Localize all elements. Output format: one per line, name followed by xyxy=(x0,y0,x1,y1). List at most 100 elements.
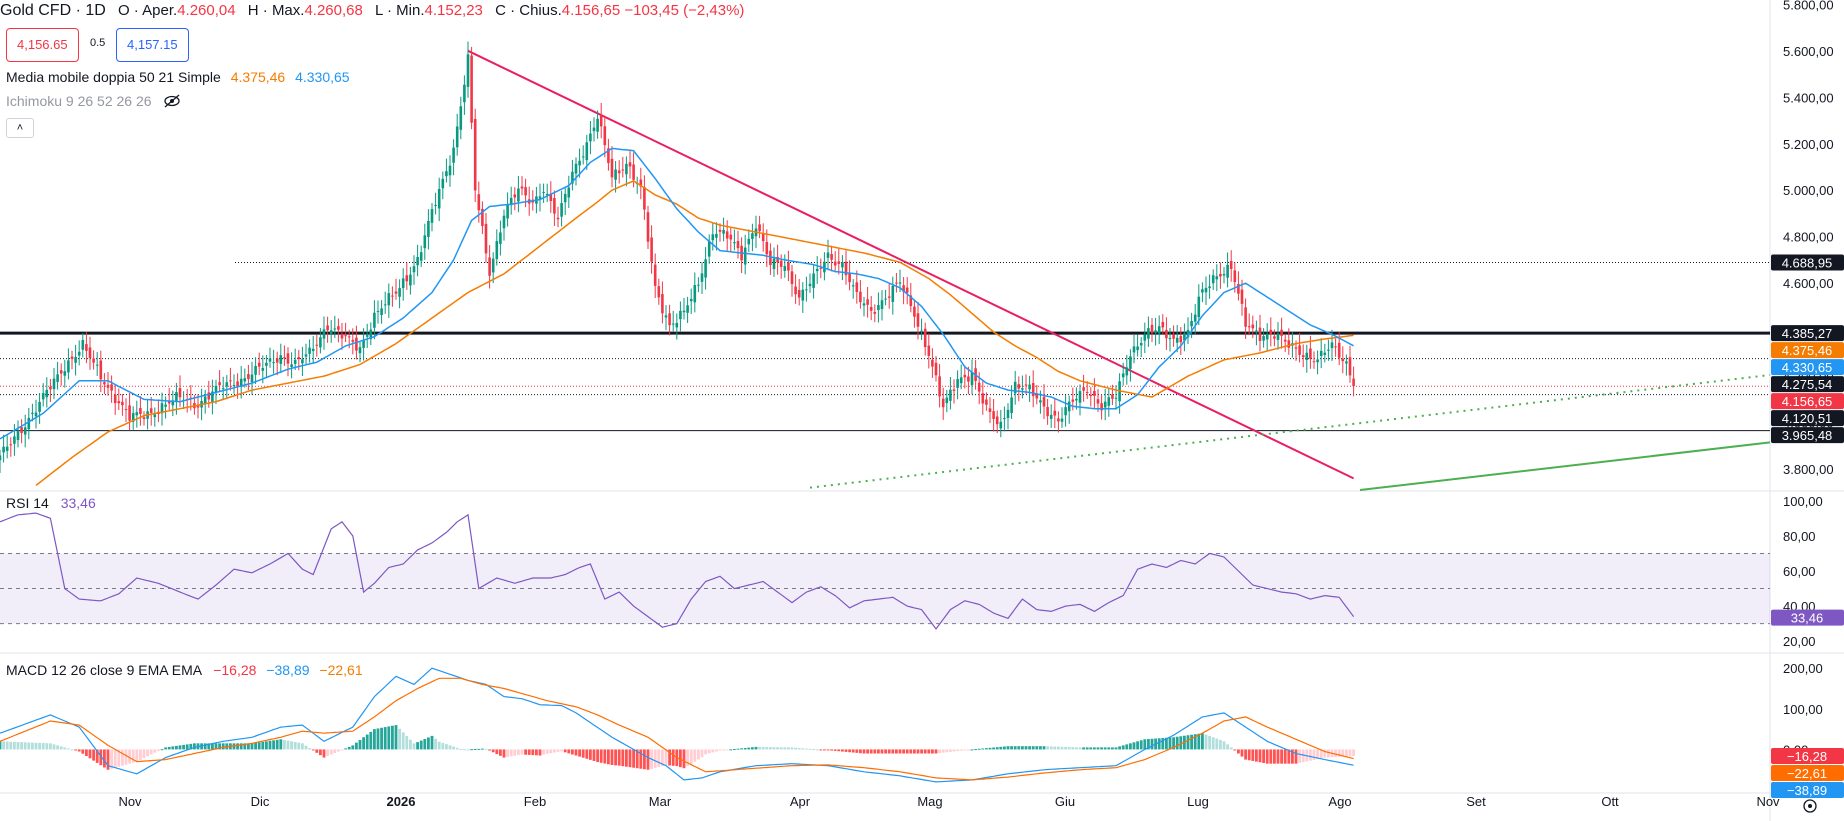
symbol-title[interactable]: Gold CFD · 1D xyxy=(0,2,106,19)
candle-body xyxy=(481,208,484,226)
price-axis-marker-label: 4.330,65 xyxy=(1782,360,1833,375)
candle xyxy=(394,278,398,300)
macd-histogram-bar xyxy=(805,748,808,750)
candle-body xyxy=(556,217,560,220)
macd-histogram-bar xyxy=(779,747,783,750)
collapse-legend-button[interactable]: ˄ xyxy=(6,118,34,138)
candle xyxy=(509,186,513,215)
macd-histogram-bar xyxy=(344,748,347,750)
candle xyxy=(581,145,585,165)
candle xyxy=(553,190,556,226)
macd-histogram-bar xyxy=(819,749,823,751)
candle xyxy=(434,192,437,215)
candle-body xyxy=(0,455,2,461)
candle-body xyxy=(117,401,121,404)
buy-button[interactable]: 4,157.15 xyxy=(116,28,189,62)
candle xyxy=(1175,324,1179,353)
macd-histogram-bar xyxy=(632,749,635,768)
macd-histogram-bar xyxy=(873,749,877,754)
candle-body xyxy=(1316,359,1319,363)
macd-histogram-bar xyxy=(1103,747,1107,750)
candle-body xyxy=(272,362,275,364)
macd-histogram-bar xyxy=(452,746,455,750)
rsi-legend[interactable]: RSI 14 33,46 xyxy=(6,495,96,511)
candle-body xyxy=(178,388,182,398)
ma-legend[interactable]: Media mobile doppia 50 21 Simple 4.375,4… xyxy=(6,69,350,85)
macd-histogram-bar xyxy=(149,749,153,755)
candle-body xyxy=(772,258,776,270)
candle xyxy=(941,387,945,420)
candle xyxy=(31,403,34,422)
candle-body xyxy=(632,164,635,180)
candle-body xyxy=(149,408,153,413)
candle xyxy=(506,192,509,227)
macd-histogram-bar xyxy=(567,749,571,754)
candle xyxy=(646,205,650,249)
candle xyxy=(1244,298,1247,340)
candle xyxy=(1247,313,1251,336)
candle xyxy=(1031,370,1035,408)
candle xyxy=(765,229,769,268)
eye-hidden-icon[interactable] xyxy=(163,94,181,111)
candle-body xyxy=(1226,264,1229,278)
rsi-tick-label: 20,00 xyxy=(1783,634,1816,649)
candle-body xyxy=(423,235,427,249)
macd-histogram-bar xyxy=(398,728,401,750)
downtrend-line xyxy=(467,49,1355,480)
candle-body xyxy=(758,224,761,232)
candle-body xyxy=(1075,398,1078,401)
candle-body xyxy=(41,393,45,400)
ichimoku-legend[interactable]: Ichimoku 9 26 52 26 26 xyxy=(6,93,181,111)
macd-histogram-bar xyxy=(434,738,437,750)
candle-body xyxy=(463,84,466,103)
candle-body xyxy=(970,372,974,386)
candle xyxy=(675,313,679,340)
price-axis-marker-bg xyxy=(1771,254,1844,271)
candle-body xyxy=(880,300,884,309)
candle-body xyxy=(945,397,949,404)
candle-body xyxy=(142,417,146,419)
sell-button[interactable]: 4,156.65 xyxy=(6,28,79,62)
candle xyxy=(344,322,347,342)
macd-histogram-bar xyxy=(1064,746,1067,750)
candle xyxy=(319,328,322,354)
macd-legend[interactable]: MACD 12 26 close 9 EMA EMA −16,28 −38,89… xyxy=(6,662,363,678)
candle xyxy=(1147,316,1150,347)
macd-histogram-bar xyxy=(117,749,121,767)
macd-histogram-bar xyxy=(1139,740,1143,750)
macd-histogram-bar xyxy=(941,749,945,753)
candle-body xyxy=(675,322,679,328)
macd-histogram-bar xyxy=(351,745,355,750)
settings-gear-icon[interactable] xyxy=(1803,799,1817,813)
candle xyxy=(545,183,549,203)
macd-histogram-bar xyxy=(815,749,819,751)
time-axis-label: Feb xyxy=(524,794,546,809)
candle xyxy=(1301,344,1305,368)
candle xyxy=(77,340,81,366)
candle-body xyxy=(99,360,103,380)
candle-body xyxy=(787,262,790,271)
macd-histogram-bar xyxy=(736,748,740,750)
macd-histogram-bar xyxy=(1042,746,1046,750)
candle-body xyxy=(866,299,869,305)
candle-body xyxy=(1096,399,1100,404)
candle xyxy=(589,120,592,155)
candle xyxy=(1021,375,1024,399)
candle-body xyxy=(1161,322,1165,328)
macd-histogram-bar xyxy=(999,746,1003,750)
macd-histogram-bar xyxy=(139,749,142,760)
macd-histogram-bar xyxy=(952,749,956,752)
macd-histogram-bar xyxy=(5,741,9,750)
candle xyxy=(211,379,214,415)
candle-body xyxy=(520,186,524,189)
macd-histogram-bar xyxy=(859,749,862,754)
price-axis-marker-label: 4.275,54 xyxy=(1782,377,1833,392)
macd-histogram-bar xyxy=(603,749,607,764)
candle-body xyxy=(704,259,707,278)
candle-body xyxy=(95,364,99,366)
macd-histogram-bar xyxy=(1251,749,1255,761)
candle xyxy=(1265,323,1269,352)
macd-histogram-bar xyxy=(164,747,167,750)
candle-body xyxy=(1100,403,1103,411)
